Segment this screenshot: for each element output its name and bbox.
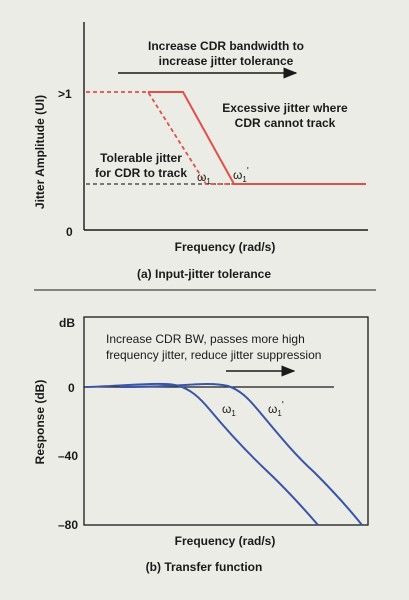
panel-a-ytick-zero: 0 [66, 225, 73, 239]
panel-b-curve-omega1 [85, 382, 319, 526]
panel-a-ylabel: Jitter Amplitude (UI) [33, 95, 47, 209]
panel-b-ytick-0: 0 [68, 381, 75, 395]
panel-b-curve-omega1-prime [119, 383, 363, 526]
panel-b-ytick-80: –80 [58, 518, 78, 532]
panel-b: dB 0 –40 –80 Response (dB) Increase CDR … [33, 316, 369, 574]
panel-b-top-text-1: Increase CDR BW, passes more high [106, 332, 305, 346]
panel-a-curve-omega1-prime [148, 91, 366, 185]
panel-a-top-text-2: increase jitter tolerance [159, 54, 294, 68]
panel-a-right-text-2: CDR cannot track [235, 116, 336, 130]
panel-a-left-text-1: Tolerable jitter [100, 151, 182, 165]
panel-b-frame [83, 316, 369, 526]
panel-a: >1 0 Jitter Amplitude (UI) Increase CDR … [33, 22, 368, 281]
panel-a-left-text-2: for CDR to track [95, 166, 187, 180]
panel-b-xlabel: Frequency (rad/s) [175, 534, 276, 548]
panel-a-ytick-gt1: >1 [58, 87, 72, 101]
panel-a-omega1-prime-label: ω1' [233, 166, 249, 184]
panel-a-top-text-1: Increase CDR bandwidth to [148, 39, 304, 53]
panel-b-omega1-label: ω1 [222, 402, 236, 418]
panel-a-caption: (a) Input-jitter tolerance [137, 267, 271, 281]
panel-a-omega1-label: ω1 [197, 170, 211, 186]
panel-b-ytick-40: –40 [58, 449, 78, 463]
panel-b-top-text-2: frequency jitter, reduce jitter suppress… [106, 348, 321, 362]
panel-a-right-text-1: Excessive jitter where [222, 101, 348, 115]
panel-b-ylabel: Response (dB) [33, 380, 47, 465]
panel-b-caption: (b) Transfer function [146, 560, 263, 574]
panel-b-omega1-prime-label: ω1' [268, 400, 284, 418]
panel-b-unit-label: dB [59, 316, 75, 330]
panel-a-xlabel: Frequency (rad/s) [175, 240, 276, 254]
